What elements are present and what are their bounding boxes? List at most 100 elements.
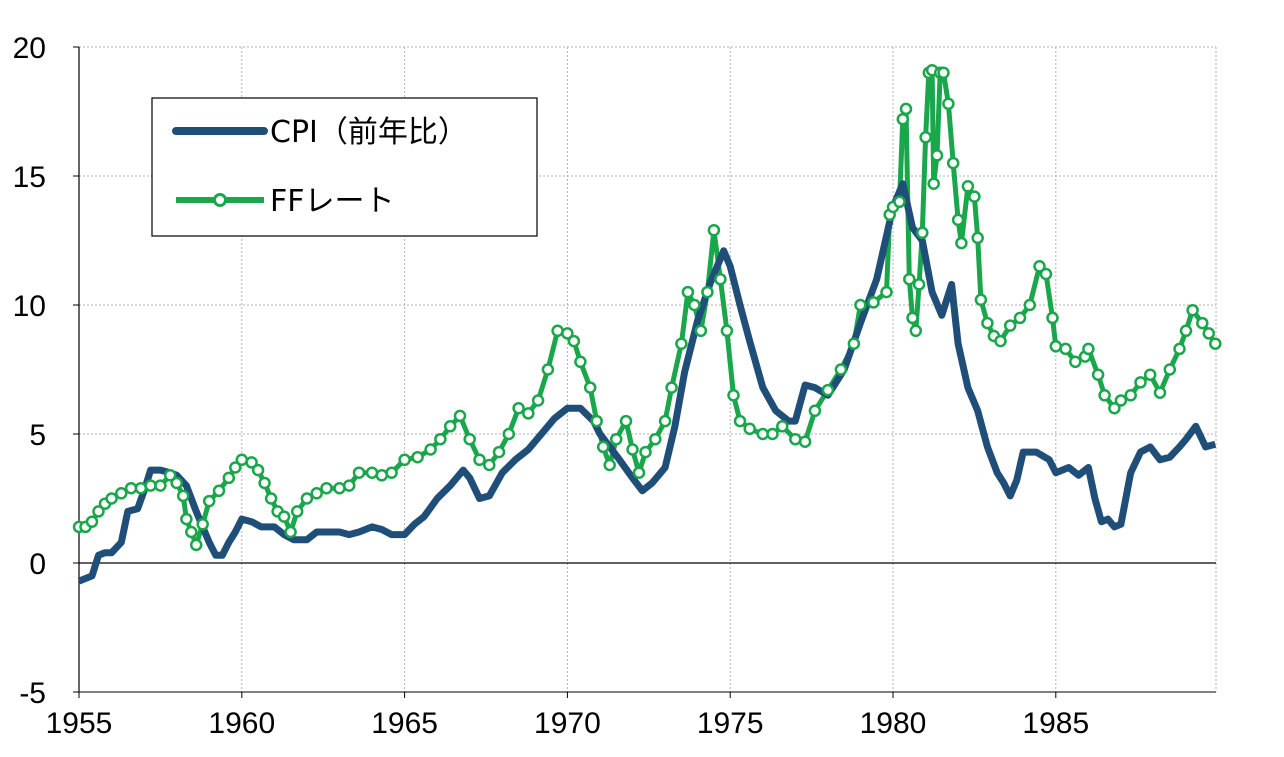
series-point-ff	[603, 458, 616, 472]
series-point-ff	[154, 479, 167, 492]
series-point-ff	[1153, 386, 1167, 399]
series-point-ff	[1098, 389, 1111, 402]
series-point-ff	[202, 494, 216, 508]
series-point-ff	[1059, 342, 1072, 356]
series-point-ff	[443, 420, 457, 433]
series-point-ff	[854, 298, 867, 312]
legend-label-ff: FFレート	[270, 184, 395, 219]
series-point-ff	[310, 487, 323, 500]
series-point-ff	[981, 316, 994, 330]
series-point-ff	[170, 476, 183, 490]
series-point-ff	[492, 445, 506, 459]
legend: CPI（前年比） FFレート	[151, 97, 538, 237]
series-point-ff	[541, 363, 555, 376]
series-point-ff	[1114, 394, 1128, 407]
series-point-ff	[196, 518, 209, 531]
series-point-ff	[333, 481, 346, 495]
series-point-ff	[1091, 368, 1105, 381]
series-point-ff	[245, 456, 258, 469]
series-point-ff	[551, 324, 564, 338]
series-point-ff	[144, 479, 157, 492]
series-point-ff	[163, 469, 177, 482]
series-point-ff	[385, 466, 398, 479]
series-point-ff	[639, 445, 652, 459]
series-point-ff	[847, 337, 861, 350]
series-point-ff	[434, 432, 447, 446]
series-line-cpi	[77, 180, 1217, 585]
series-point-ff	[342, 479, 356, 492]
series-point-ff	[1033, 260, 1046, 273]
series-point-ff	[821, 383, 835, 397]
series-point-ff	[1196, 316, 1209, 330]
legend-marker-ff	[213, 193, 227, 207]
series-point-ff	[1134, 376, 1147, 389]
y-tick-label: 15	[13, 161, 46, 194]
series-point-ff	[727, 389, 740, 402]
series-point-ff	[994, 334, 1007, 348]
x-tick-label: 1965	[371, 707, 438, 740]
series-point-ff	[124, 481, 138, 495]
series-point-ff	[212, 484, 226, 498]
series-point-ff	[1173, 342, 1186, 356]
series-point-ff	[789, 432, 802, 446]
series-point-ff	[927, 177, 940, 190]
series-point-ff	[707, 223, 721, 237]
series-point-ff	[189, 538, 203, 552]
series-point-ff	[1124, 389, 1137, 402]
series-point-ff	[1049, 340, 1063, 353]
series-point-ff	[951, 213, 965, 227]
series-point-ff	[1046, 311, 1059, 325]
series-point-ff	[681, 285, 695, 299]
series-point-ff	[916, 226, 929, 240]
legend-label-cpi: CPI（前年比）	[270, 115, 468, 150]
series-point-ff	[867, 296, 880, 309]
series-point-ff	[176, 489, 190, 503]
y-tick-label: 5	[29, 419, 46, 452]
series-point-ff	[300, 492, 314, 505]
series-point-ff	[714, 272, 727, 286]
legend-box	[151, 97, 538, 237]
y-tick-label: 10	[13, 290, 46, 323]
series-point-ff	[1179, 324, 1193, 338]
series-point-ff	[1202, 327, 1216, 340]
x-tick-label: 1960	[208, 707, 275, 740]
x-tick-label: 1980	[860, 707, 927, 740]
series-point-ff	[942, 97, 955, 111]
series-point-ff	[473, 453, 486, 467]
series-point-ff	[694, 324, 708, 338]
series-point-ff	[766, 427, 779, 441]
series-point-ff	[955, 236, 968, 250]
series-point-ff	[375, 469, 389, 482]
series-layer	[72, 63, 1222, 585]
x-tick-label: 1955	[46, 707, 113, 740]
series-point-ff	[531, 394, 545, 407]
series-point-ff	[596, 440, 610, 454]
series-point-ff	[235, 453, 249, 467]
series-point-ff	[1039, 267, 1053, 281]
series-point-ff	[658, 414, 672, 428]
series-point-ff	[522, 407, 535, 420]
series-point-ff	[567, 334, 581, 348]
series-point-ff	[808, 404, 822, 418]
series-point-ff	[1143, 368, 1157, 381]
series-point-ff	[424, 443, 437, 456]
series-point-ff	[665, 381, 678, 394]
y-tick-label: 0	[29, 548, 46, 581]
series-point-ff	[946, 156, 960, 170]
series-point-ff	[1069, 355, 1082, 369]
series-point-ff	[619, 414, 633, 428]
series-point-ff	[251, 463, 265, 477]
series-point-ff	[1023, 298, 1037, 312]
series-point-ff	[453, 409, 467, 423]
series-point-ff	[284, 525, 297, 539]
series-point-ff	[185, 525, 198, 539]
series-point-ff	[105, 492, 118, 505]
series-point-ff	[974, 293, 988, 307]
series-point-ff	[626, 443, 639, 456]
series-point-ff	[512, 401, 525, 415]
series-point-ff	[277, 510, 291, 523]
series-point-ff	[574, 355, 587, 369]
series-point-ff	[222, 471, 236, 485]
series-point-ff	[720, 324, 734, 338]
